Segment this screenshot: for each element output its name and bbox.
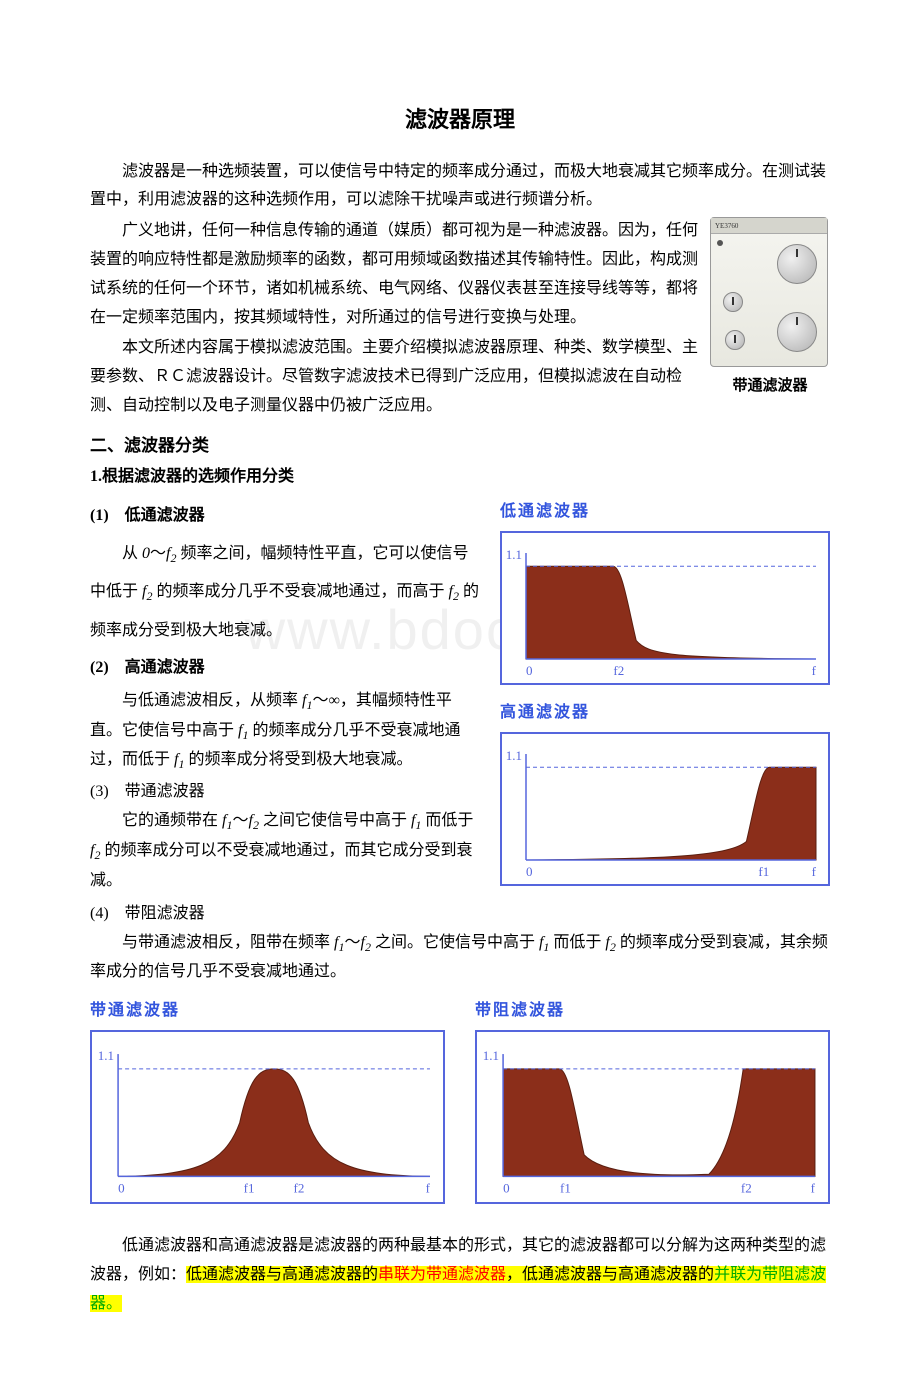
device-illustration: YE3760 xyxy=(710,217,828,367)
highpass-chart: 1.1 0 f1 f xyxy=(500,732,830,886)
bandpass-chart-title: 带通滤波器 xyxy=(90,997,445,1026)
page-title: 滤波器原理 xyxy=(90,100,830,140)
svg-text:f: f xyxy=(812,864,817,879)
highpass-chart-title: 高通滤波器 xyxy=(500,699,830,728)
svg-text:f1: f1 xyxy=(560,1180,571,1195)
intro-text-col: 广义地讲，任何一种信息传输的通道（媒质）都可视为是一种滤波器。因为，任何装置的响… xyxy=(90,217,698,423)
svg-text:0: 0 xyxy=(526,663,533,678)
bandstop-chart: 1.1 0 f1 f2 f xyxy=(475,1030,830,1204)
highpass-text: 与低通滤波相反，从频率 f1～∞，其幅频特性平直。它使信号中高于 f1 的频率成… xyxy=(90,687,480,776)
lowpass-chart: 1.1 0 f2 f xyxy=(500,531,830,685)
svg-text:0: 0 xyxy=(526,864,533,879)
bottom-charts-row: 带通滤波器 1.1 0 f1 f2 f 带阻滤波器 1.1 0 f1 f2 f xyxy=(90,997,830,1218)
bandpass-text: 它的通频带在 f1～f2 之间它使信号中高于 f1 而低于 f2 的频率成分可以… xyxy=(90,807,480,895)
svg-text:0: 0 xyxy=(503,1180,510,1195)
intro-p2: 广义地讲，任何一种信息传输的通道（媒质）都可视为是一种滤波器。因为，任何装置的响… xyxy=(90,217,698,332)
bandstop-chart-col: 带阻滤波器 1.1 0 f1 f2 f xyxy=(475,997,830,1218)
document-content: 滤波器原理 滤波器是一种选频装置，可以使信号中特定的频率成分通过，而极大地衰减其… xyxy=(90,100,830,1319)
device-knob-1 xyxy=(777,244,817,284)
lowpass-head: (1) 低通滤波器 xyxy=(90,502,480,531)
filter-text-col: (1) 低通滤波器 从 0～f2 频率之间，幅频特性平直，它可以使信号中低于 f… xyxy=(90,498,480,900)
summary-para: 低通滤波器和高通滤波器是滤波器的两种最基本的形式，其它的滤波器都可以分解为这两种… xyxy=(90,1232,830,1318)
bandpass-chart-col: 带通滤波器 1.1 0 f1 f2 f xyxy=(90,997,445,1218)
svg-text:f: f xyxy=(812,663,817,678)
svg-text:f1: f1 xyxy=(758,864,769,879)
intro-p3: 本文所述内容属于模拟滤波范围。主要介绍模拟滤波器原理、种类、数学模型、主要参数、… xyxy=(90,334,698,420)
section-2-sub1: 1.根据滤波器的选频作用分类 xyxy=(90,463,830,492)
section-2-title: 二、滤波器分类 xyxy=(90,431,830,462)
svg-text:f2: f2 xyxy=(741,1180,752,1195)
highpass-head: (2) 高通滤波器 xyxy=(90,654,480,683)
bandstop-chart-title: 带阻滤波器 xyxy=(475,997,830,1026)
svg-text:0: 0 xyxy=(118,1180,125,1195)
svg-text:1.1: 1.1 xyxy=(506,748,522,763)
svg-text:1.1: 1.1 xyxy=(98,1048,114,1063)
intro-p1: 滤波器是一种选频装置，可以使信号中特定的频率成分通过，而极大地衰减其它频率成分。… xyxy=(90,158,830,216)
svg-text:f: f xyxy=(811,1180,816,1195)
filter-charts-col: 低通滤波器 1.1 0 f2 f 高通滤波器 1.1 0 f1 f xyxy=(500,498,830,900)
device-led xyxy=(717,240,723,246)
device-knob-3 xyxy=(777,312,817,352)
bandstop-text: 与带通滤波相反，阻带在频率 f1～f2 之间。它使信号中高于 f1 而低于 f2… xyxy=(90,929,830,988)
svg-text:1.1: 1.1 xyxy=(483,1048,499,1063)
svg-text:f1: f1 xyxy=(244,1180,255,1195)
device-knob-2 xyxy=(723,292,743,312)
bandstop-head: (4) 带阻滤波器 xyxy=(90,900,830,929)
svg-text:f: f xyxy=(426,1180,431,1195)
lowpass-chart-title: 低通滤波器 xyxy=(500,498,830,527)
device-caption: 带通滤波器 xyxy=(710,373,830,400)
bandpass-head: (3) 带通滤波器 xyxy=(90,778,480,807)
device-knob-4 xyxy=(725,330,745,350)
device-image-col: YE3760 带通滤波器 xyxy=(710,217,830,423)
svg-text:1.1: 1.1 xyxy=(506,547,522,562)
svg-text:f2: f2 xyxy=(294,1180,305,1195)
filter-types-section: (1) 低通滤波器 从 0～f2 频率之间，幅频特性平直，它可以使信号中低于 f… xyxy=(90,498,830,900)
svg-text:f2: f2 xyxy=(613,663,624,678)
device-label: YE3760 xyxy=(711,218,827,234)
lowpass-text: 从 0～f2 频率之间，幅频特性平直，它可以使信号中低于 f2 的频率成分几乎不… xyxy=(90,535,480,650)
device-panel xyxy=(711,234,827,258)
intro-with-image: 广义地讲，任何一种信息传输的通道（媒质）都可视为是一种滤波器。因为，任何装置的响… xyxy=(90,217,830,423)
bandpass-chart: 1.1 0 f1 f2 f xyxy=(90,1030,445,1204)
